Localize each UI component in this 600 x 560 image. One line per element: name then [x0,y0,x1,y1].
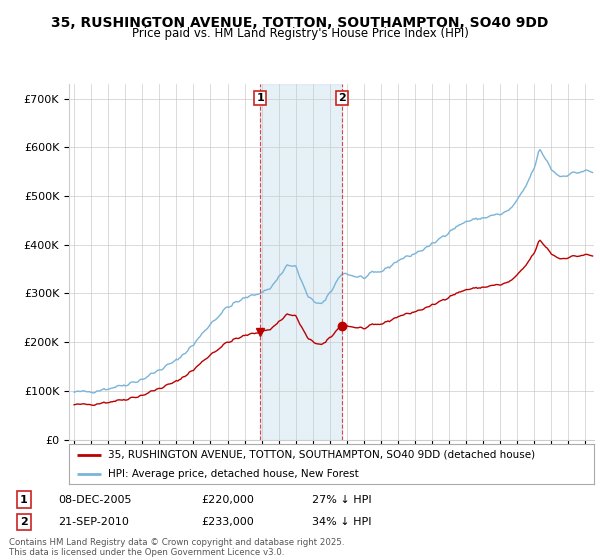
Text: 35, RUSHINGTON AVENUE, TOTTON, SOUTHAMPTON, SO40 9DD (detached house): 35, RUSHINGTON AVENUE, TOTTON, SOUTHAMPT… [109,450,536,460]
Text: HPI: Average price, detached house, New Forest: HPI: Average price, detached house, New … [109,469,359,478]
Text: Price paid vs. HM Land Registry's House Price Index (HPI): Price paid vs. HM Land Registry's House … [131,27,469,40]
Text: 27% ↓ HPI: 27% ↓ HPI [311,494,371,505]
Text: £220,000: £220,000 [201,494,254,505]
Text: 35, RUSHINGTON AVENUE, TOTTON, SOUTHAMPTON, SO40 9DD: 35, RUSHINGTON AVENUE, TOTTON, SOUTHAMPT… [52,16,548,30]
Text: 1: 1 [20,494,28,505]
Bar [260,84,342,440]
Text: 2: 2 [338,93,346,103]
Text: 2: 2 [20,517,28,527]
Text: £233,000: £233,000 [201,517,254,527]
Text: Contains HM Land Registry data © Crown copyright and database right 2025.
This d: Contains HM Land Registry data © Crown c… [9,538,344,557]
Text: 1: 1 [256,93,264,103]
Text: 21-SEP-2010: 21-SEP-2010 [58,517,130,527]
Text: 08-DEC-2005: 08-DEC-2005 [58,494,132,505]
Text: 34% ↓ HPI: 34% ↓ HPI [311,517,371,527]
